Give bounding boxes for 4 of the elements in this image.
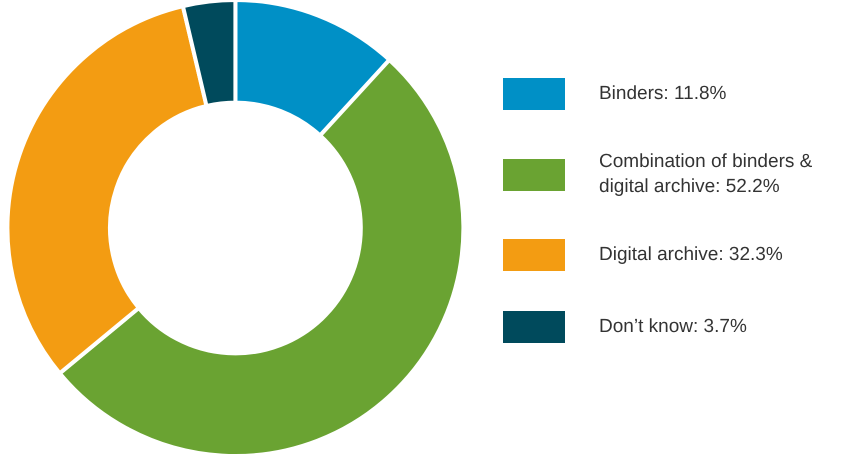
legend-label: Don’t know: 3.7% [599,315,748,340]
legend-label: Combination of binders & digital archive: 52.2% [599,150,814,199]
legend-label: Binders: 11.8% [599,82,728,106]
legend-label: Digital archive: 32.3% [599,243,784,268]
